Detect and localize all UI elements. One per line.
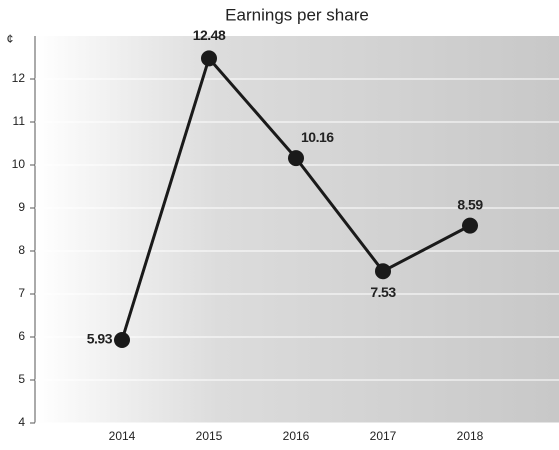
data-label: 7.53 (370, 284, 396, 300)
point (375, 263, 391, 280)
point (114, 332, 130, 349)
y-tick-label: 6 (18, 329, 25, 343)
point (288, 150, 304, 167)
x-tick-label: 2015 (196, 429, 223, 443)
y-tick-label: 12 (12, 71, 26, 85)
x-tick-label: 2017 (370, 429, 397, 443)
x-tick-label: 2018 (457, 429, 484, 443)
y-tick-label: 8 (18, 243, 25, 257)
y-axis-label: ¢ (7, 32, 14, 46)
y-tick-label: 9 (18, 200, 25, 214)
point (201, 50, 217, 67)
data-label: 5.93 (87, 331, 113, 347)
x-tick-label: 2014 (109, 429, 136, 443)
chart-title: Earnings per share (225, 5, 369, 24)
y-tick-label: 4 (18, 415, 25, 429)
data-label: 10.16 (301, 129, 334, 145)
y-tick-label: 10 (12, 157, 26, 171)
x-tick-label: 2016 (283, 429, 310, 443)
y-tick-label: 7 (18, 286, 25, 300)
y-tick-label: 5 (18, 372, 25, 386)
data-label: 8.59 (457, 196, 483, 212)
y-tick-label: 11 (13, 114, 26, 128)
point (462, 217, 478, 234)
data-label: 12.48 (193, 27, 226, 43)
plot-area (35, 36, 559, 423)
